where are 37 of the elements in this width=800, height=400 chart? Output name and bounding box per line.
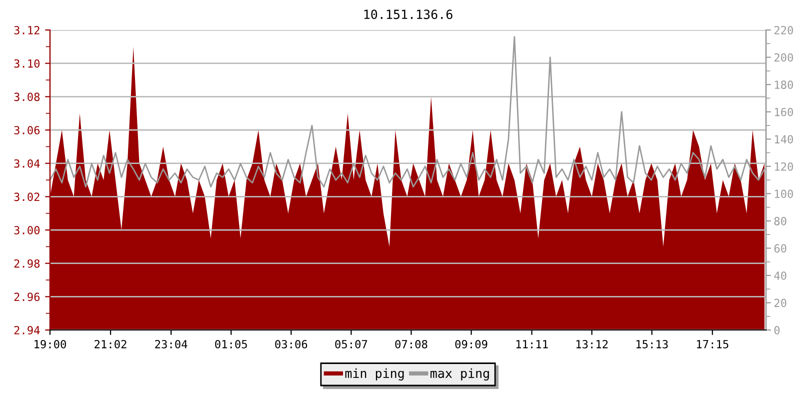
chart-title: 10.151.136.6 (364, 10, 452, 20)
x-tick-label: 05:07 (335, 340, 368, 348)
y2-tick-label: 20 (774, 298, 786, 308)
y-tick-label: 3.10 (14, 59, 40, 68)
x-tick-label: 13:12 (576, 340, 608, 348)
x-tick-label: 03:06 (275, 340, 308, 348)
x-tick-label: 11:11 (516, 340, 548, 348)
x-tick-label: 19:00 (34, 340, 66, 348)
y-tick-label: 3.06 (14, 126, 40, 134)
y-tick-label: 3.00 (14, 226, 40, 234)
x-tick-label: 07:08 (395, 340, 428, 348)
x-tick-label: 17:15 (697, 340, 728, 348)
y2-tick-label: 0 (774, 326, 780, 334)
y2-tick-label: 100 (774, 190, 793, 198)
y-tick-label: 3.12 (14, 26, 40, 34)
y2-tick-label: 160 (774, 108, 793, 116)
x-tick-label: 15:13 (636, 340, 668, 348)
y-tick-label: 3.08 (14, 92, 40, 102)
y-tick-label: 3.02 (14, 192, 40, 202)
x-tick-label: 09:09 (455, 340, 488, 348)
y-tick-label: 2.96 (14, 292, 40, 302)
y-tick-label: 2.94 (14, 326, 40, 334)
y2-tick-label: 40 (774, 271, 786, 280)
y-tick-label: 2.98 (14, 259, 40, 268)
y2-tick-label: 60 (774, 244, 786, 253)
x-tick-label: 23:04 (155, 340, 188, 348)
x-tick-label: 01:05 (215, 340, 247, 348)
legend-label: min ping (345, 368, 404, 380)
x-tick-label: 21:02 (94, 340, 126, 348)
y2-tick-label: 220 (774, 26, 793, 34)
y2-tick-label: 120 (774, 162, 793, 171)
legend-label: max ping (430, 368, 489, 380)
y2-tick-label: 200 (774, 53, 793, 62)
y2-tick-label: 180 (774, 80, 793, 89)
y2-tick-label: 140 (774, 135, 793, 144)
y2-tick-label: 80 (774, 216, 786, 226)
y-tick-label: 3.04 (14, 159, 40, 168)
